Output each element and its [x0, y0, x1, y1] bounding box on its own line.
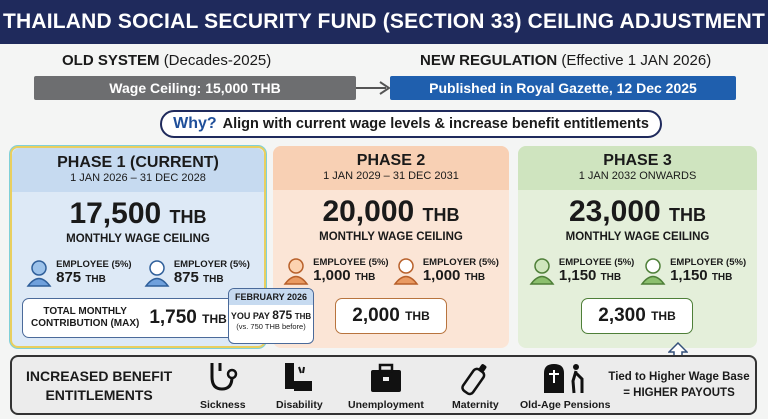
- callout-note: (vs. 750 THB before): [236, 322, 306, 331]
- old-system-title: OLD SYSTEM: [62, 52, 160, 69]
- wage-ceiling: 20,000 THB: [322, 195, 460, 228]
- higher-payouts-note: Tied to Higher Wage Base = HIGHER PAYOUTS: [608, 371, 750, 399]
- benefits-title: INCREASED BENEFIT ENTITLEMENTS: [26, 368, 173, 403]
- wage-ceiling-caption: MONTHLY WAGE CEILING: [66, 233, 210, 245]
- callout-month: FEBRUARY 2026: [229, 289, 313, 305]
- phase-title: PHASE 2: [356, 152, 426, 169]
- new-regulation-title: NEW REGULATION: [420, 52, 558, 69]
- total-contribution: 2,000 THB: [335, 298, 447, 334]
- benefit-old-age-pensions: Old-Age Pensions: [520, 361, 610, 411]
- employee-icon: [283, 258, 309, 285]
- phase-title: PHASE 1 (CURRENT): [57, 154, 219, 171]
- phase-3-card: PHASE 3 1 JAN 2032 ONWARDS 23,000 THB MO…: [518, 146, 757, 348]
- employer-contribution: EMPLOYER (5%) 1,150 THB: [640, 257, 746, 285]
- employer-contribution: EMPLOYER (5%) 1,000 THB: [393, 257, 499, 285]
- employer-contribution: EMPLOYER (5%) 875 THB: [144, 259, 250, 287]
- disability-icon: [285, 363, 313, 391]
- total-contribution: 2,300 THB: [581, 298, 693, 334]
- old-system-label: OLD SYSTEM (Decades-2025): [62, 52, 271, 69]
- callout-you-pay-label: YOU PAY: [230, 311, 270, 321]
- wage-ceiling: 23,000 THB: [568, 195, 707, 228]
- benefit-sickness: Sickness: [200, 361, 246, 411]
- wage-ceiling-caption: MONTHLY WAGE CEILING: [565, 231, 710, 243]
- royal-gazette-bar: Published in Royal Gazette, 12 Dec 2025: [390, 76, 736, 100]
- benefit-disability: Disability: [276, 361, 323, 411]
- why-label: Why?: [173, 115, 217, 132]
- wage-ceiling: 17,500 THB: [69, 197, 207, 230]
- phase-1-card: PHASE 1 (CURRENT) 1 JAN 2026 – 31 DEC 20…: [10, 146, 266, 348]
- employee-contribution: EMPLOYEE (5%) 1,000 THB: [283, 257, 389, 285]
- baby-bottle-icon: [461, 364, 487, 396]
- callout-unit: THB: [294, 312, 312, 321]
- callout-amount: 875: [272, 308, 293, 322]
- why-text: Align with current wage levels & increas…: [222, 116, 649, 132]
- briefcase-icon: [370, 363, 401, 392]
- page-title: THAILAND SOCIAL SECURITY FUND (SECTION 3…: [0, 0, 768, 44]
- employee-icon: [529, 258, 555, 285]
- benefit-maternity: Maternity: [452, 361, 499, 411]
- employee-contribution: EMPLOYEE (5%) 875 THB: [26, 259, 132, 287]
- benefit-unemployment: Unemployment: [348, 361, 424, 411]
- employer-icon: [144, 260, 170, 287]
- phase-title: PHASE 3: [603, 152, 672, 169]
- benefits-panel: INCREASED BENEFIT ENTITLEMENTS Sickness D…: [10, 355, 757, 415]
- why-banner: Why? Align with current wage levels & inc…: [160, 110, 662, 138]
- callout-you-pay: YOU PAY 875 THB: [229, 308, 313, 322]
- employee-contribution: EMPLOYEE (5%) 1,150 THB: [529, 257, 634, 285]
- arrow-right-icon: [356, 81, 391, 95]
- phase-dates: 1 JAN 2029 – 31 DEC 2031: [323, 170, 459, 182]
- february-callout: FEBRUARY 2026 YOU PAY 875 THB (vs. 750 T…: [228, 288, 314, 344]
- stethoscope-icon: [210, 363, 238, 391]
- new-regulation-effective: (Effective 1 JAN 2026): [561, 52, 712, 69]
- phase-dates: 1 JAN 2032 ONWARDS: [578, 170, 697, 182]
- new-regulation-label: NEW REGULATION (Effective 1 JAN 2026): [420, 52, 711, 69]
- employee-icon: [26, 260, 52, 287]
- employer-icon: [640, 258, 666, 285]
- wage-ceiling-caption: MONTHLY WAGE CEILING: [319, 231, 463, 243]
- total-contribution: TOTAL MONTHLY CONTRIBUTION (MAX) 1,750 TH…: [22, 298, 252, 338]
- old-system-period: (Decades-2025): [163, 52, 272, 69]
- employer-icon: [393, 258, 419, 285]
- phase-dates: 1 JAN 2026 – 31 DEC 2028: [70, 172, 206, 184]
- pension-icon: [544, 364, 584, 394]
- old-wage-ceiling-bar: Wage Ceiling: 15,000 THB: [34, 76, 356, 100]
